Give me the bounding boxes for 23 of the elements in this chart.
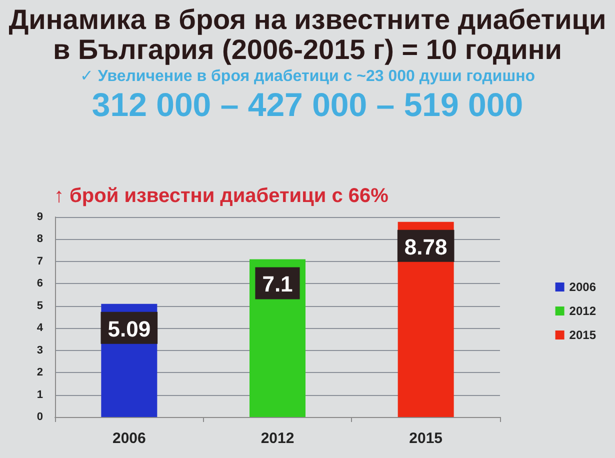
text: ↑ брой известни диабетици с 66% [54, 185, 389, 207]
chart-subtitle: ✓ Увеличение в броя диабетици с ~23 000 души годишно [79, 67, 536, 87]
y-tick-label: 5 [36, 300, 43, 312]
y-tick-label: 7 [36, 255, 43, 268]
data-label: 8.78 [404, 234, 448, 260]
legend-label: 2015 [569, 328, 596, 342]
chart-title: Динамика в броя на известните диабетици в България (2006-2015 г) = 10 години [8, 4, 608, 65]
y-tick-label: 1 [36, 388, 43, 401]
x-tick-label: 2006 [112, 430, 146, 447]
y-tick-label: 2 [36, 366, 43, 379]
y-tick-label: 0 [36, 411, 43, 423]
legend-label: 2012 [569, 304, 596, 318]
x-tick-label: 2012 [260, 430, 294, 447]
y-tick-label: 6 [36, 278, 43, 290]
data-label: 5.09 [108, 316, 151, 342]
text: 312 000 – 427 000 – 519 000 [90, 86, 524, 123]
legend-label: 2006 [569, 280, 596, 294]
y-tick-label: 3 [36, 344, 43, 356]
data-label: 7.1 [262, 272, 293, 297]
y-tick-label: 9 [36, 211, 43, 223]
y-tick-label: 8 [36, 233, 43, 246]
x-tick-label: 2015 [409, 430, 443, 447]
y-tick-label: 4 [36, 322, 44, 334]
